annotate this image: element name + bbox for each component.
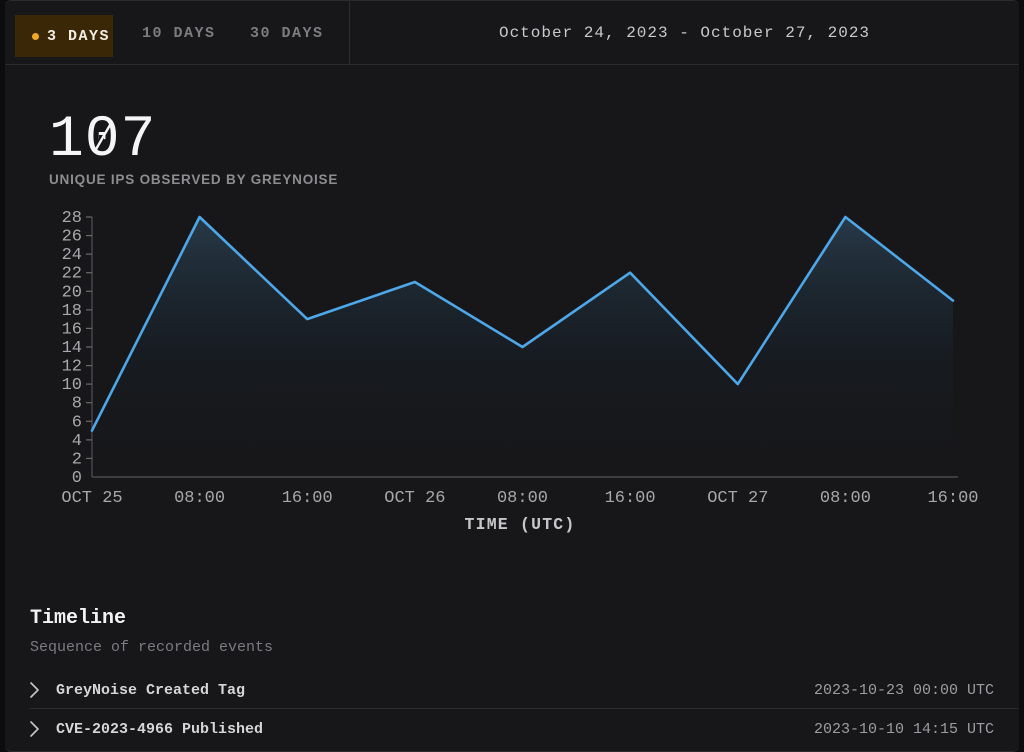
svg-text:08:00: 08:00 xyxy=(174,489,225,508)
svg-text:6: 6 xyxy=(72,413,82,432)
svg-text:OCT 27: OCT 27 xyxy=(707,489,768,508)
svg-text:16:00: 16:00 xyxy=(282,489,333,508)
svg-text:4: 4 xyxy=(72,432,82,451)
svg-text:8: 8 xyxy=(72,395,82,414)
svg-text:26: 26 xyxy=(62,228,82,247)
svg-text:08:00: 08:00 xyxy=(497,489,548,508)
svg-text:16:00: 16:00 xyxy=(927,489,978,508)
svg-text:OCT 26: OCT 26 xyxy=(384,489,445,508)
svg-text:24: 24 xyxy=(62,246,82,265)
svg-text:28: 28 xyxy=(62,209,82,228)
svg-text:08:00: 08:00 xyxy=(820,489,871,508)
svg-text:16:00: 16:00 xyxy=(605,489,656,508)
svg-text:0: 0 xyxy=(72,469,82,488)
svg-text:OCT 25: OCT 25 xyxy=(61,489,122,508)
svg-text:10: 10 xyxy=(62,376,82,395)
svg-text:2: 2 xyxy=(72,450,82,469)
svg-text:14: 14 xyxy=(62,339,82,358)
svg-text:16: 16 xyxy=(62,320,82,339)
svg-text:20: 20 xyxy=(62,283,82,302)
svg-text:18: 18 xyxy=(62,302,82,321)
svg-text:TIME (UTC): TIME (UTC) xyxy=(464,515,575,534)
svg-text:22: 22 xyxy=(62,265,82,284)
svg-text:12: 12 xyxy=(62,358,82,377)
